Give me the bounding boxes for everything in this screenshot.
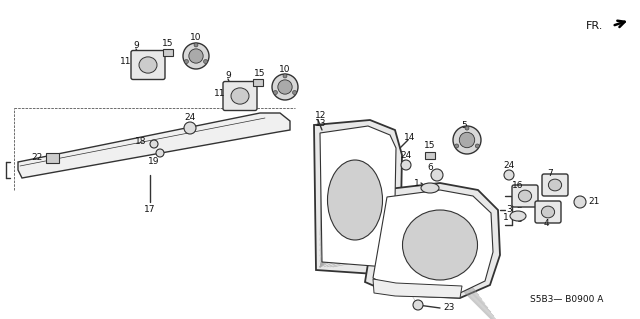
Circle shape (194, 43, 198, 47)
Text: 24: 24 (504, 160, 515, 169)
Text: 16: 16 (512, 181, 524, 189)
Polygon shape (18, 113, 290, 178)
Circle shape (428, 152, 433, 158)
Circle shape (402, 200, 412, 210)
FancyBboxPatch shape (542, 174, 568, 196)
Text: 19: 19 (148, 157, 160, 166)
Polygon shape (373, 190, 493, 293)
Text: 15: 15 (424, 142, 436, 151)
Circle shape (204, 60, 207, 63)
FancyBboxPatch shape (535, 201, 561, 223)
Circle shape (184, 60, 188, 63)
Circle shape (49, 155, 54, 160)
Circle shape (453, 126, 481, 154)
Circle shape (150, 140, 158, 148)
Bar (45, 153, 58, 163)
Ellipse shape (139, 57, 157, 73)
Circle shape (278, 80, 292, 94)
Text: 11: 11 (120, 57, 132, 66)
Text: 18: 18 (134, 137, 146, 145)
Circle shape (460, 132, 475, 148)
Circle shape (272, 74, 298, 100)
Text: 17: 17 (144, 205, 156, 214)
Circle shape (273, 91, 277, 94)
Text: 1: 1 (414, 179, 420, 188)
Ellipse shape (403, 210, 477, 280)
FancyBboxPatch shape (512, 185, 538, 207)
Polygon shape (320, 126, 396, 267)
Bar (253, 78, 263, 85)
FancyBboxPatch shape (223, 81, 257, 110)
Text: 6: 6 (427, 164, 433, 173)
Polygon shape (365, 183, 500, 298)
Circle shape (504, 170, 514, 180)
Ellipse shape (421, 183, 439, 193)
Circle shape (283, 74, 287, 78)
Bar (425, 152, 435, 159)
Circle shape (184, 122, 196, 134)
Text: 13: 13 (315, 120, 326, 129)
Circle shape (574, 196, 586, 208)
Circle shape (454, 144, 459, 148)
Text: 1: 1 (503, 213, 509, 222)
Text: 24: 24 (401, 152, 412, 160)
Text: 8: 8 (516, 216, 522, 225)
Text: 10: 10 (190, 33, 202, 42)
Text: 2: 2 (516, 201, 522, 210)
Text: 5: 5 (461, 122, 467, 130)
Circle shape (156, 149, 164, 157)
Text: 14: 14 (404, 133, 416, 143)
Text: 12: 12 (315, 112, 326, 121)
Circle shape (413, 300, 423, 310)
Ellipse shape (518, 190, 532, 202)
FancyBboxPatch shape (131, 50, 165, 79)
Circle shape (476, 144, 479, 148)
Ellipse shape (541, 206, 555, 218)
Text: 15: 15 (254, 70, 266, 78)
Text: 24: 24 (184, 114, 196, 122)
Text: 9: 9 (225, 71, 231, 80)
Circle shape (431, 169, 443, 181)
Text: 9: 9 (133, 41, 139, 50)
Text: 23: 23 (443, 303, 454, 313)
Text: 20: 20 (415, 201, 426, 210)
Ellipse shape (328, 160, 383, 240)
Text: S5B3— B0900 A: S5B3— B0900 A (530, 295, 604, 305)
Circle shape (465, 126, 469, 130)
Text: 4: 4 (543, 219, 549, 228)
Text: 7: 7 (547, 169, 553, 179)
Text: 11: 11 (214, 90, 226, 99)
Circle shape (292, 91, 296, 94)
Circle shape (183, 43, 209, 69)
Text: 22: 22 (32, 152, 43, 161)
Circle shape (189, 49, 203, 63)
Polygon shape (314, 120, 402, 275)
Circle shape (166, 49, 170, 55)
Text: FR.: FR. (586, 21, 603, 31)
Circle shape (401, 160, 411, 170)
Text: 3: 3 (506, 205, 512, 214)
Ellipse shape (510, 211, 526, 221)
Ellipse shape (548, 179, 562, 191)
Ellipse shape (231, 88, 249, 104)
Polygon shape (373, 279, 462, 298)
Bar (163, 48, 173, 56)
Text: 10: 10 (279, 65, 291, 75)
Text: 21: 21 (588, 197, 600, 206)
Circle shape (255, 79, 260, 85)
Text: 15: 15 (163, 40, 173, 48)
